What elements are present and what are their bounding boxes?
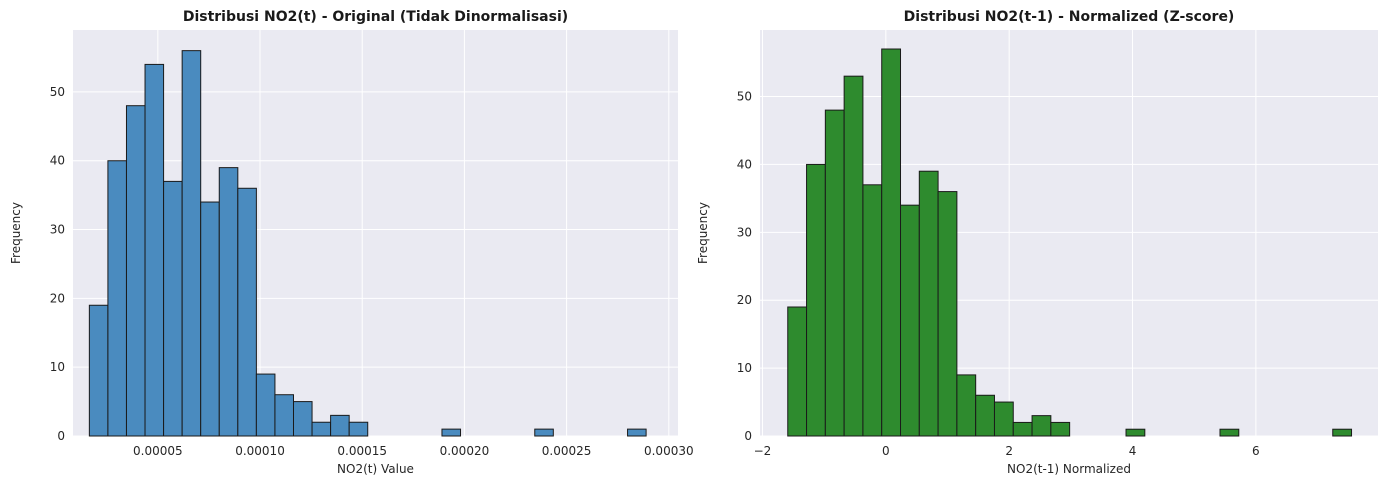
- histogram-bar: [330, 414, 350, 437]
- histogram-bar: [274, 394, 294, 437]
- y-tick-label: 10: [50, 360, 65, 374]
- y-tick-label: 40: [50, 154, 65, 168]
- histogram-bar: [144, 63, 165, 437]
- y-tick-label: 20: [50, 291, 65, 305]
- histogram-bar: [348, 421, 369, 437]
- x-tick-label: 0.00015: [337, 444, 387, 458]
- y-tick-label: 30: [50, 223, 65, 237]
- histogram-bar: [1050, 421, 1071, 437]
- x-tick-label: −2: [754, 444, 772, 458]
- histogram-bar: [255, 373, 276, 437]
- y-tick-label: 10: [737, 361, 752, 375]
- histogram-bar: [218, 167, 239, 437]
- y-tick-label: 30: [737, 225, 752, 239]
- histogram-bar: [88, 304, 109, 437]
- y-tick-label: 40: [737, 157, 752, 171]
- histogram-bar: [181, 50, 202, 437]
- histogram-bar: [1031, 415, 1052, 437]
- histogram-bar: [937, 191, 958, 437]
- y-tick-label: 50: [737, 90, 752, 104]
- x-tick-label: 0.00005: [133, 444, 183, 458]
- histogram-bar: [237, 187, 257, 437]
- histogram-bar: [1219, 428, 1240, 437]
- chart-panel-1: 0 10 20 30 40 50 0.00005 0.00010 0.00015 0.00020 0…: [9, 9, 694, 476]
- x-axis-label: NO2(t) Value: [337, 462, 414, 476]
- x-tick-label: 0: [882, 444, 890, 458]
- y-tick-label: 0: [744, 429, 752, 443]
- histogram-bar: [200, 201, 220, 437]
- y-tick-label: 0: [57, 429, 65, 443]
- histogram-bar: [627, 428, 647, 437]
- histogram-bar: [975, 394, 995, 437]
- histogram-bar: [918, 170, 939, 437]
- histogram-bar: [956, 374, 977, 437]
- histogram-bar: [824, 109, 845, 437]
- histogram-bar: [1332, 428, 1353, 437]
- x-tick-label: 0.00010: [235, 444, 285, 458]
- histogram-bar: [993, 401, 1014, 437]
- x-tick-label: 0.00025: [542, 444, 592, 458]
- histogram-bar: [311, 421, 332, 437]
- histogram-bar: [1125, 428, 1146, 437]
- histogram-bar: [107, 160, 127, 437]
- x-tick-label: 4: [1129, 444, 1137, 458]
- x-tick-label: 0.00030: [644, 444, 694, 458]
- y-axis-label: Frequency: [9, 202, 23, 264]
- histogram-bar: [534, 428, 554, 437]
- histogram-bar: [900, 204, 920, 437]
- y-axis-label: Frequency: [696, 202, 710, 264]
- histogram-bar: [787, 306, 808, 437]
- x-tick-label: 6: [1252, 444, 1260, 458]
- y-tick-label: 50: [50, 85, 65, 99]
- histogram-bar: [292, 401, 313, 437]
- x-tick-label: 0.00020: [440, 444, 490, 458]
- histogram-bar: [1012, 421, 1033, 437]
- chart-title: Distribusi NO2(t-1) - Normalized (Z-scor…: [904, 9, 1235, 25]
- histogram-bar: [806, 163, 826, 437]
- histogram-bar: [125, 105, 146, 437]
- histogram-bar: [843, 75, 864, 437]
- chart-title: Distribusi NO2(t) - Original (Tidak Dino…: [183, 9, 568, 25]
- y-tick-label: 20: [737, 293, 752, 307]
- histogram-bar: [881, 48, 902, 437]
- x-axis-label: NO2(t-1) Normalized: [1007, 462, 1131, 476]
- histogram-bar: [862, 184, 883, 437]
- histogram-bar: [163, 180, 183, 437]
- x-tick-label: 2: [1005, 444, 1013, 458]
- histogram-bar: [441, 428, 462, 437]
